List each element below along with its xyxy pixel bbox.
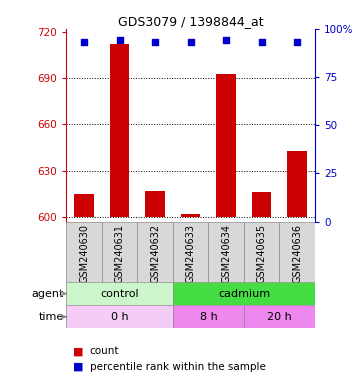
Point	[259, 39, 265, 45]
Text: count: count	[90, 346, 119, 356]
Text: time: time	[39, 312, 64, 322]
Bar	[145, 191, 165, 217]
Point	[117, 37, 122, 43]
Bar	[216, 73, 236, 217]
Bar	[173, 282, 315, 305]
Text: 0 h: 0 h	[111, 312, 129, 322]
Text: GSM240633: GSM240633	[186, 224, 195, 283]
Text: GSM240634: GSM240634	[221, 224, 231, 283]
Bar	[287, 151, 307, 217]
Bar	[110, 44, 129, 217]
Text: GSM240635: GSM240635	[257, 224, 267, 283]
Bar	[244, 305, 315, 328]
Point	[294, 39, 300, 45]
Text: ■: ■	[73, 346, 84, 356]
Bar	[280, 222, 315, 282]
Bar	[74, 194, 94, 217]
Bar	[252, 192, 271, 217]
Bar	[244, 222, 280, 282]
Bar	[66, 282, 173, 305]
Bar	[173, 222, 208, 282]
Bar	[181, 214, 200, 217]
Point	[188, 39, 193, 45]
Bar	[173, 305, 244, 328]
Point	[152, 39, 158, 45]
Text: 8 h: 8 h	[199, 312, 217, 322]
Text: cadmium: cadmium	[218, 289, 270, 299]
Text: GSM240632: GSM240632	[150, 224, 160, 283]
Bar	[102, 222, 137, 282]
Bar	[208, 222, 244, 282]
Text: GSM240631: GSM240631	[115, 224, 125, 283]
Text: ■: ■	[73, 362, 84, 372]
Point	[223, 37, 229, 43]
Text: GSM240636: GSM240636	[292, 224, 302, 283]
Point	[81, 39, 87, 45]
Title: GDS3079 / 1398844_at: GDS3079 / 1398844_at	[118, 15, 263, 28]
Bar	[137, 222, 173, 282]
Text: 20 h: 20 h	[267, 312, 292, 322]
Bar	[66, 222, 102, 282]
Bar	[66, 305, 173, 328]
Text: percentile rank within the sample: percentile rank within the sample	[90, 362, 265, 372]
Text: agent: agent	[32, 289, 64, 299]
Text: GSM240630: GSM240630	[79, 224, 89, 283]
Text: control: control	[100, 289, 139, 299]
